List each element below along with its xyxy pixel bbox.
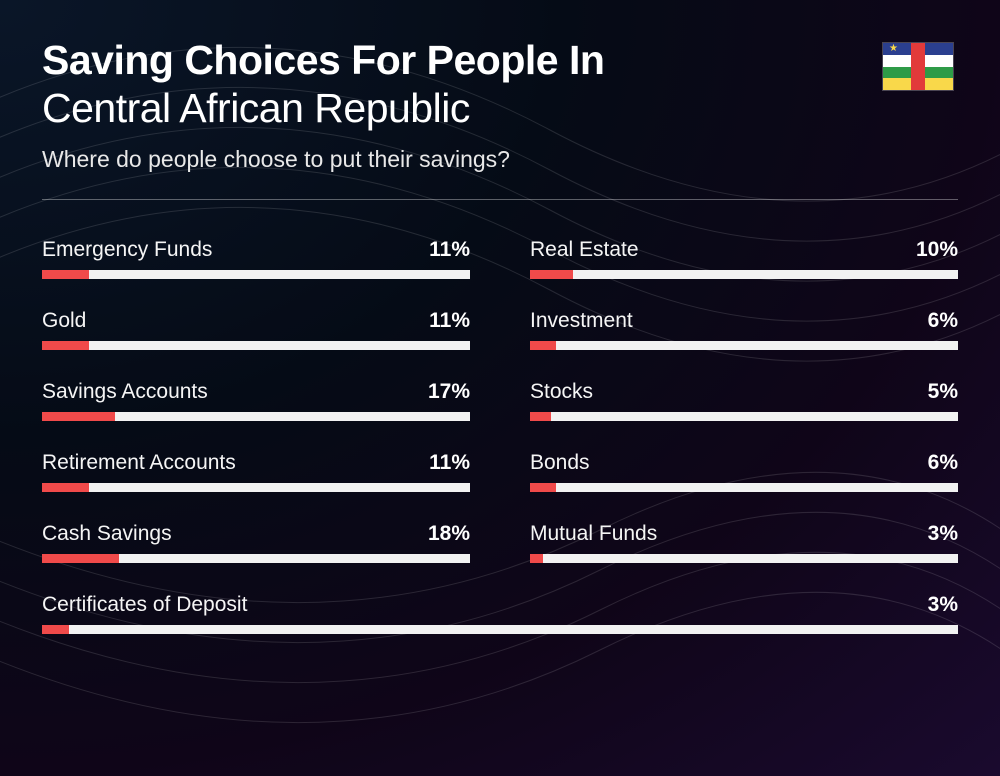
bar-fill (530, 341, 556, 350)
bar-value: 6% (928, 309, 958, 333)
bar-item-head: Emergency Funds 11% (42, 238, 470, 262)
bar-label: Emergency Funds (42, 238, 212, 262)
bar-fill (42, 483, 89, 492)
bar-track (42, 625, 958, 634)
bar-label: Real Estate (530, 238, 639, 262)
bar-label: Cash Savings (42, 522, 172, 546)
bar-track (42, 270, 470, 279)
title-block: Saving Choices For People In Central Afr… (42, 38, 882, 173)
bar-value: 11% (429, 309, 470, 333)
bar-fill (42, 554, 119, 563)
flag-icon: ★ (882, 42, 954, 91)
bar-value: 3% (928, 593, 958, 617)
bar-item: Real Estate 10% (530, 238, 958, 279)
bar-item-head: Real Estate 10% (530, 238, 958, 262)
bar-item: Mutual Funds 3% (530, 522, 958, 563)
bar-track (42, 483, 470, 492)
bar-fill (530, 412, 551, 421)
bar-item: Savings Accounts 17% (42, 380, 470, 421)
bar-fill (42, 270, 89, 279)
bar-value: 5% (928, 380, 958, 404)
bar-label: Investment (530, 309, 633, 333)
bar-item-head: Certificates of Deposit 3% (42, 593, 958, 617)
bar-track (530, 483, 958, 492)
bar-track (530, 554, 958, 563)
bar-value: 11% (429, 451, 470, 475)
bar-fill (530, 483, 556, 492)
bar-value: 6% (928, 451, 958, 475)
chart-grid: Emergency Funds 11% Real Estate 10% Gold 11% I… (42, 208, 958, 634)
bar-fill (42, 625, 69, 634)
flag-star-icon: ★ (889, 44, 898, 54)
bar-item: Gold 11% (42, 309, 470, 350)
bar-item: Cash Savings 18% (42, 522, 470, 563)
bar-item: Certificates of Deposit 3% (42, 593, 958, 634)
bar-value: 17% (428, 380, 470, 404)
bar-track (42, 412, 470, 421)
title-line-1: Saving Choices For People In (42, 38, 882, 83)
bar-track (530, 270, 958, 279)
bar-item-head: Mutual Funds 3% (530, 522, 958, 546)
bar-item: Retirement Accounts 11% (42, 451, 470, 492)
bar-item: Investment 6% (530, 309, 958, 350)
bar-track (530, 341, 958, 350)
subtitle: Where do people choose to put their savi… (42, 146, 882, 173)
bar-fill (42, 341, 89, 350)
bar-item-head: Bonds 6% (530, 451, 958, 475)
bar-label: Savings Accounts (42, 380, 208, 404)
bar-track (42, 341, 470, 350)
bar-track (42, 554, 470, 563)
bar-item: Emergency Funds 11% (42, 238, 470, 279)
title-line-2: Central African Republic (42, 85, 882, 132)
bar-item: Bonds 6% (530, 451, 958, 492)
bar-fill (530, 270, 573, 279)
bar-value: 3% (928, 522, 958, 546)
bar-label: Bonds (530, 451, 590, 475)
bar-item-head: Investment 6% (530, 309, 958, 333)
bar-item-head: Cash Savings 18% (42, 522, 470, 546)
divider (42, 199, 958, 200)
bar-value: 18% (428, 522, 470, 546)
bar-label: Mutual Funds (530, 522, 657, 546)
flag-vertical (911, 43, 925, 90)
bar-value: 10% (916, 238, 958, 262)
bar-label: Gold (42, 309, 86, 333)
bar-item: Stocks 5% (530, 380, 958, 421)
bar-label: Retirement Accounts (42, 451, 236, 475)
bar-item-head: Stocks 5% (530, 380, 958, 404)
bar-item-head: Retirement Accounts 11% (42, 451, 470, 475)
bar-item-head: Gold 11% (42, 309, 470, 333)
bar-fill (530, 554, 543, 563)
bar-label: Stocks (530, 380, 593, 404)
bar-track (530, 412, 958, 421)
bar-fill (42, 412, 115, 421)
bar-value: 11% (429, 238, 470, 262)
bar-label: Certificates of Deposit (42, 593, 247, 617)
bar-item-head: Savings Accounts 17% (42, 380, 470, 404)
